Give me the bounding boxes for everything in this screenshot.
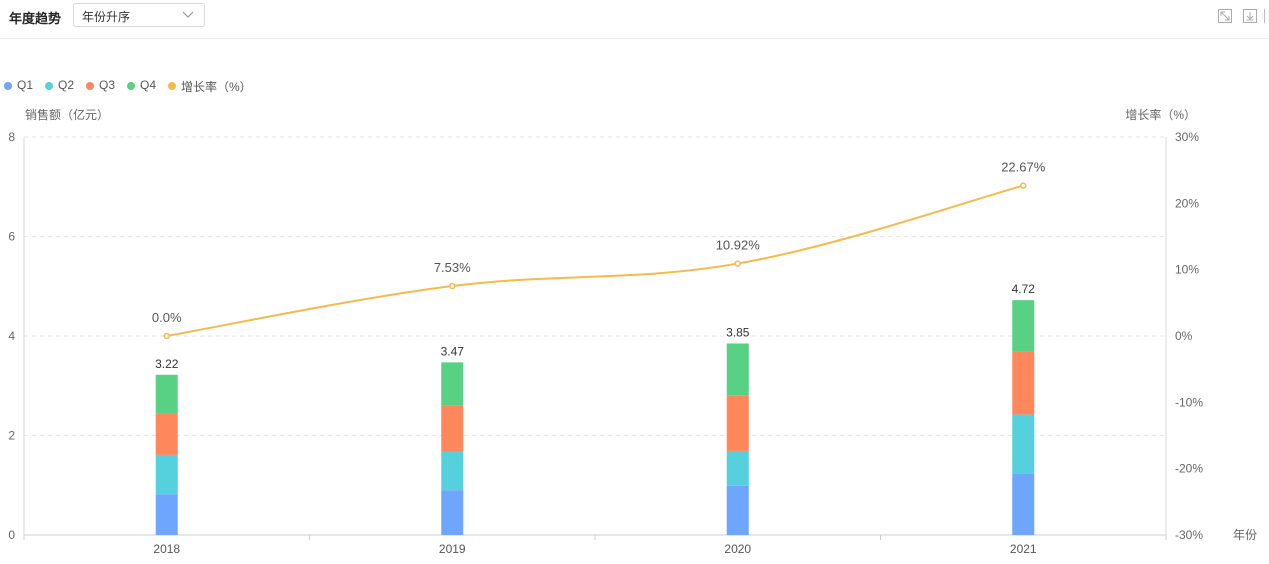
legend-label: Q3: [99, 78, 116, 92]
bar-segment-q2: [441, 451, 464, 491]
legend-label: 增长率（%）: [181, 80, 252, 94]
y-tick-label-left: 4: [8, 329, 15, 343]
growth-rate-label: 22.67%: [1001, 160, 1046, 175]
bar-segment-q4: [1012, 300, 1035, 352]
bar-segment-q3: [441, 405, 464, 452]
bar-total-label: 4.72: [1012, 282, 1036, 296]
growth-rate-label: 10.92%: [716, 238, 761, 253]
y-tick-label-right: 20%: [1175, 196, 1199, 210]
bar-total-label: 3.47: [441, 344, 465, 358]
growth-rate-point: [1020, 182, 1027, 189]
legend-dot: [127, 82, 135, 90]
sort-select-value: 年份升序: [82, 10, 131, 24]
bar-segment-q3: [155, 413, 178, 455]
y-axis-title-left: 销售额（亿元）: [25, 107, 109, 122]
y-tick-label-left: 8: [8, 130, 15, 144]
growth-rate-point: [734, 260, 741, 267]
bar-segment-q4: [155, 374, 178, 414]
bar-segment-q1: [726, 485, 749, 535]
chart-title: 年度趋势: [9, 11, 62, 26]
bar-total-label: 3.22: [155, 357, 179, 371]
bar-segment-q2: [1012, 414, 1035, 474]
x-axis-title: 年份: [1233, 528, 1257, 542]
x-tick-label: 2020: [724, 542, 751, 556]
y-tick-label-left: 2: [8, 429, 15, 443]
y-tick-label-right: 0%: [1175, 329, 1193, 343]
chevron-down-icon: [182, 11, 194, 18]
growth-rate-label: 7.53%: [434, 260, 471, 275]
y-tick-label-left: 0: [8, 528, 15, 542]
legend-dot: [168, 82, 176, 90]
bar-segment-q4: [441, 362, 464, 406]
bar-segment-q2: [726, 450, 749, 486]
bar-segment-q1: [1012, 473, 1035, 535]
y-tick-label-right: -10%: [1175, 395, 1203, 409]
legend-label: Q4: [140, 78, 157, 92]
y-axis-title-right: 增长率（%）: [1125, 107, 1196, 122]
bar-segment-q1: [441, 490, 464, 535]
growth-rate-point: [163, 332, 170, 340]
legend-label: Q2: [58, 78, 75, 92]
x-tick-label: 2021: [1010, 542, 1037, 556]
legend-dot: [4, 82, 12, 90]
y-tick-label-right: 30%: [1175, 130, 1199, 144]
bar-segment-q4: [726, 343, 749, 396]
growth-rate-label: 0.0%: [152, 310, 182, 325]
growth-rate-point: [449, 282, 456, 290]
toolbar-divider: [1264, 9, 1265, 23]
y-tick-label-right: 10%: [1175, 263, 1199, 277]
y-tick-label-right: -20%: [1175, 462, 1203, 476]
y-tick-label-left: 6: [8, 230, 15, 244]
legend-dot: [45, 82, 53, 90]
y-tick-label-right: -30%: [1175, 528, 1203, 542]
bar-segment-q3: [726, 395, 749, 451]
x-tick-label: 2018: [153, 542, 180, 556]
x-tick-label: 2019: [439, 542, 466, 556]
growth-rate-line: [166, 184, 1024, 337]
legend-dot: [86, 82, 94, 90]
bar-segment-q3: [1012, 351, 1035, 415]
legend-label: Q1: [17, 78, 34, 92]
fullscreen-icon[interactable]: [1217, 8, 1233, 24]
chart-header: 年度趋势 年份升序: [0, 0, 1269, 39]
bar-segment-q1: [155, 494, 178, 535]
sort-select[interactable]: 年份升序: [73, 3, 205, 27]
bar-total-label: 3.85: [726, 325, 750, 339]
bar-segment-q2: [155, 454, 178, 495]
download-icon[interactable]: [1242, 8, 1258, 24]
